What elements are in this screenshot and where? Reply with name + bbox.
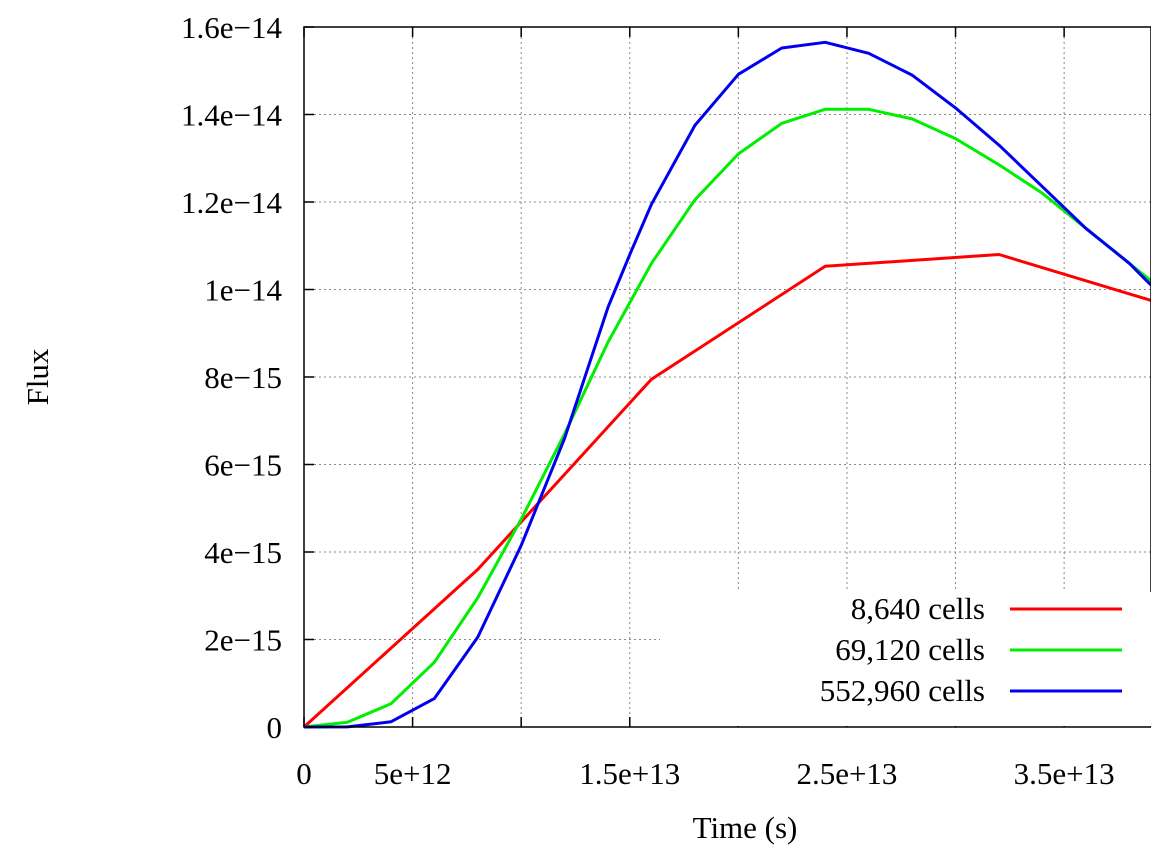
x-tick-label: 3.5e+13 bbox=[1014, 756, 1115, 791]
series-line-2 bbox=[303, 107, 1151, 729]
y-tick-label: 1.4e−14 bbox=[181, 98, 282, 133]
legend-label: 552,960 cells bbox=[820, 673, 985, 708]
legend-background bbox=[660, 592, 1151, 726]
y-tick-label: 1e−14 bbox=[204, 273, 282, 308]
y-axis-label: Flux bbox=[20, 348, 55, 405]
series-line-1 bbox=[302, 253, 1151, 729]
x-axis-ticks: 0 5e+12 1.5e+13 2.5e+13 3.5e+13 bbox=[296, 27, 1115, 791]
y-tick-label: 1.6e−14 bbox=[181, 10, 282, 45]
x-tick-label: 0 bbox=[296, 756, 312, 791]
y-tick-label: 0 bbox=[267, 710, 283, 745]
legend: 8,640 cells 69,120 cells 552,960 cells bbox=[660, 591, 1151, 726]
legend-label: 8,640 cells bbox=[851, 591, 985, 626]
series-line-3 bbox=[303, 40, 1151, 729]
y-tick-label: 2e−15 bbox=[204, 623, 282, 658]
x-axis-label: Time (s) bbox=[693, 810, 798, 845]
y-tick-label: 4e−15 bbox=[204, 535, 282, 570]
series-layer bbox=[302, 40, 1151, 729]
y-tick-label: 6e−15 bbox=[204, 448, 282, 483]
y-tick-label: 1.2e−14 bbox=[181, 185, 282, 220]
x-tick-label: 2.5e+13 bbox=[796, 756, 897, 791]
grid bbox=[304, 27, 1151, 727]
legend-label: 69,120 cells bbox=[835, 632, 985, 667]
y-tick-label: 8e−15 bbox=[204, 360, 282, 395]
x-tick-label: 5e+12 bbox=[374, 756, 452, 791]
x-tick-label: 1.5e+13 bbox=[579, 756, 680, 791]
y-axis-ticks: 0 2e−15 4e−15 6e−15 8e−15 1e−14 1.2e−14 1.4e−14… bbox=[181, 10, 314, 745]
